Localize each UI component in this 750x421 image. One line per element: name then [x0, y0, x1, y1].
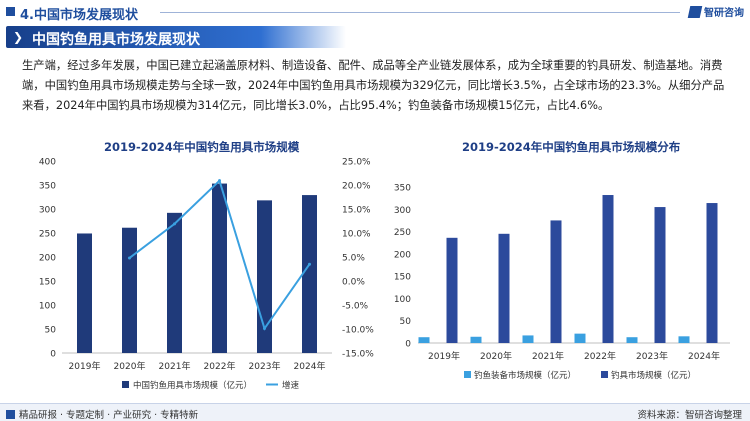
y-right-tick-label: 15.0%	[342, 206, 371, 216]
x-tick-label: 2022年	[204, 360, 236, 372]
top-bar: 4.中国市场发展现状 智研咨询	[0, 0, 750, 24]
y-left-tick-label: 350	[39, 182, 56, 192]
y-right-tick-label: -15.0%	[342, 350, 374, 360]
tackle-bar	[446, 237, 458, 343]
y-right-tick-label: 5.0%	[342, 254, 365, 264]
tackle-bar	[602, 195, 614, 343]
brand-logo-icon	[687, 5, 703, 18]
y-right-tick-label: -10.0%	[342, 326, 374, 336]
y-tick-label: 50	[400, 317, 412, 327]
y-right-tick-label: 0.0%	[342, 278, 365, 288]
market-size-bar	[212, 183, 227, 353]
banner-title: 中国钓鱼用具市场发展现状	[32, 32, 200, 48]
legend-tackle-label: 钓具市场规模（亿元）	[611, 370, 696, 381]
market-size-bar	[167, 212, 182, 353]
section-marker-icon	[6, 7, 15, 16]
x-tick-label: 2022年	[584, 350, 616, 362]
tackle-bar	[498, 233, 510, 343]
y-tick-label: 200	[394, 250, 411, 260]
footer-source: 资料来源：智研咨询整理	[637, 410, 742, 421]
x-tick-label: 2024年	[688, 350, 720, 362]
market-size-bar	[77, 233, 92, 353]
market-distribution-chart: 0 50 100 150 200 250 300 350 2019年 2020年 2021年 2022…	[394, 184, 730, 381]
growth-rate-point	[173, 222, 176, 226]
tackle-bar	[550, 220, 562, 343]
y-tick-label: 350	[394, 184, 411, 194]
y-right-tick-label: 25.0%	[342, 158, 371, 168]
x-tick-label: 2021年	[159, 360, 191, 372]
y-left-tick-label: 50	[45, 326, 57, 336]
report-icon	[6, 409, 15, 419]
summary-paragraph: 生产端，经过多年发展，中国已建立起涵盖原材料、制造设备、配件、成品等全产业链发展…	[22, 59, 725, 112]
x-tick-label: 2020年	[480, 350, 512, 362]
growth-rate-point	[218, 179, 221, 183]
y-left-tick-label: 300	[39, 206, 56, 216]
legend-equipment-label: 钓鱼装备市场规模（亿元）	[474, 370, 576, 381]
equipment-bar	[574, 333, 586, 343]
y-left-tick-label: 150	[39, 278, 56, 288]
brand-logo-text: 智研咨询	[704, 8, 744, 19]
brand-logo: 智研咨询	[687, 4, 744, 19]
page-banner: ❯ 中国钓鱼用具市场发展现状	[6, 26, 346, 48]
market-size-chart: 0 50 100 150 200 250 300 350 400 -15.0% -10.0% -5.0…	[39, 158, 374, 392]
y-tick-label: 300	[394, 206, 411, 216]
footer-tagline: 精品研报 · 专题定制 · 产业研究 · 专精特新	[6, 407, 198, 421]
chevron-right-icon: ❯	[13, 30, 24, 44]
y-tick-label: 100	[394, 295, 411, 305]
legend-equipment-swatch	[464, 371, 471, 378]
growth-rate-point	[263, 327, 266, 331]
x-tick-label: 2023年	[249, 360, 281, 372]
chart1-title: 2019-2024年中国钓鱼用具市场规模	[104, 140, 300, 154]
equipment-bar	[522, 335, 534, 343]
x-tick-label: 2019年	[69, 360, 101, 372]
footer-bar: 精品研报 · 专题定制 · 产业研究 · 专精特新 资料来源：智研咨询整理	[0, 403, 750, 421]
equipment-bar	[470, 336, 482, 343]
equipment-bar	[418, 337, 430, 343]
equipment-bar	[626, 337, 638, 343]
x-tick-label: 2024年	[294, 360, 326, 372]
tackle-bar	[706, 203, 718, 343]
y-left-tick-label: 250	[39, 230, 56, 240]
market-size-bar	[302, 195, 317, 353]
y-left-tick-label: 100	[39, 302, 56, 312]
x-tick-label: 2023年	[636, 350, 668, 362]
legend-tackle-swatch	[601, 371, 608, 378]
section-title: 4.中国市场发展现状	[20, 8, 138, 23]
growth-rate-point	[308, 262, 311, 266]
legend-bar-swatch	[122, 381, 129, 388]
y-tick-label: 0	[405, 340, 411, 350]
chart2-title: 2019-2024年中国钓鱼用具市场规模分布	[462, 140, 681, 154]
growth-rate-point	[128, 256, 131, 260]
y-left-tick-label: 400	[39, 158, 56, 168]
header-divider	[160, 12, 680, 13]
legend-bar-label: 中国钓鱼用具市场规模（亿元）	[133, 380, 252, 391]
y-left-tick-label: 200	[39, 254, 56, 264]
x-tick-label: 2020年	[114, 360, 146, 372]
x-tick-label: 2021年	[532, 350, 564, 362]
y-tick-label: 250	[394, 228, 411, 238]
equipment-bar	[678, 336, 690, 343]
y-right-tick-label: 20.0%	[342, 182, 371, 192]
y-left-tick-label: 0	[50, 350, 56, 360]
tackle-bar	[654, 207, 666, 343]
x-tick-label: 2019年	[428, 350, 460, 362]
y-right-tick-label: -5.0%	[342, 302, 369, 312]
market-size-bar	[122, 227, 137, 353]
y-tick-label: 150	[394, 273, 411, 283]
y-right-tick-label: 10.0%	[342, 230, 371, 240]
footer-tagline-text: 精品研报 · 专题定制 · 产业研究 · 专精特新	[19, 410, 199, 421]
legend-line-label: 增速	[282, 380, 300, 391]
